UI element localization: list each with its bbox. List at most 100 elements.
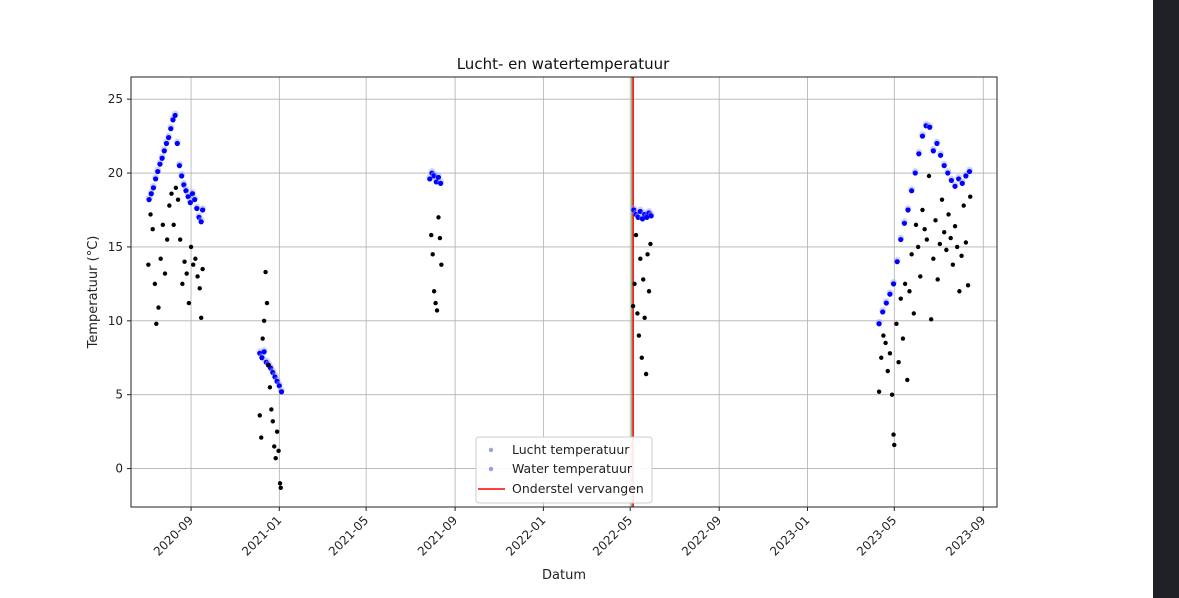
water-point (901, 220, 907, 226)
air-point (429, 232, 434, 238)
water-point (155, 168, 161, 175)
water-point (948, 177, 955, 184)
water-point (963, 173, 969, 179)
water-point (952, 183, 958, 189)
air-point (641, 277, 646, 282)
legend-marker-water (488, 466, 494, 472)
air-point (948, 235, 953, 241)
water-point (276, 383, 282, 389)
water-point (435, 174, 442, 181)
air-point (926, 173, 932, 179)
air-point (915, 244, 921, 250)
water-point (168, 126, 174, 132)
air-point (193, 256, 198, 261)
x-tick-label: 2021-09 (415, 513, 460, 558)
y-tick-label: 25 (108, 92, 123, 106)
air-point (961, 203, 966, 208)
air-point (955, 244, 960, 250)
air-point (156, 305, 161, 310)
water-point (905, 207, 911, 213)
data-points (145, 110, 973, 490)
legend-label-onderstel: Onderstel vervangen (512, 481, 644, 496)
air-point (437, 235, 443, 241)
air-point (941, 229, 947, 235)
water-point (198, 219, 204, 225)
x-tick-label: 2023-05 (854, 513, 899, 558)
air-point (965, 283, 971, 288)
water-point (631, 207, 637, 213)
air-point (264, 300, 270, 306)
air-point (913, 222, 919, 227)
air-point (950, 262, 956, 267)
air-point (907, 289, 912, 294)
water-point (192, 197, 198, 203)
chart-title: Lucht- en watertemperatuur (457, 55, 670, 73)
air-point (175, 197, 181, 202)
water-point (166, 134, 172, 141)
air-point (968, 194, 973, 199)
water-point (876, 321, 882, 327)
air-point (931, 256, 936, 261)
x-tick-label: 2021-01 (239, 513, 284, 558)
air-point (630, 303, 636, 309)
air-point (952, 224, 958, 229)
air-point (266, 362, 271, 368)
air-point (911, 311, 917, 316)
air-point (924, 237, 930, 242)
air-point (160, 222, 166, 227)
water-point (150, 185, 157, 191)
water-point (259, 355, 265, 361)
air-point (892, 442, 897, 448)
x-tick-label: 2022-09 (679, 513, 724, 558)
air-point (191, 262, 196, 267)
air-point (261, 318, 267, 324)
water-point (194, 205, 200, 212)
x-tick-label: 2020-09 (151, 513, 196, 558)
water-point (272, 374, 278, 380)
air-point (648, 241, 653, 247)
air-point (439, 262, 444, 267)
air-point (963, 240, 969, 245)
water-point (261, 349, 267, 355)
air-point (889, 392, 895, 397)
air-point (922, 226, 927, 232)
water-point (183, 188, 189, 194)
water-point (274, 378, 280, 384)
air-point (273, 456, 278, 461)
legend-label-lucht: Lucht temperatuur (512, 442, 630, 457)
air-point (152, 281, 158, 287)
water-point (909, 188, 915, 194)
air-point (177, 237, 183, 242)
water-point (176, 163, 183, 169)
water-point (196, 214, 202, 220)
water-point (927, 124, 933, 130)
legend-marker-lucht (488, 447, 494, 453)
plot-frame (130, 76, 998, 508)
y-tick-label: 0 (115, 462, 123, 476)
air-point (431, 289, 437, 294)
water-point (959, 180, 965, 186)
water-point (189, 191, 196, 197)
water-point (433, 179, 439, 185)
event-lines (631, 77, 634, 507)
x-tick-label: 2023-09 (943, 513, 988, 558)
x-tick-label: 2022-01 (503, 513, 548, 558)
air-point (186, 300, 192, 306)
air-point (150, 226, 155, 232)
air-point (891, 432, 896, 437)
air-point (198, 315, 204, 321)
x-tick-label: 2021-05 (326, 513, 371, 558)
water-point (172, 112, 178, 119)
water-point (146, 197, 152, 203)
air-point (182, 259, 187, 264)
water-point (157, 161, 163, 167)
air-point (269, 407, 274, 412)
air-point (173, 185, 179, 191)
air-point (946, 212, 951, 217)
air-point (277, 481, 283, 486)
air-point (918, 274, 923, 279)
air-point (260, 336, 265, 341)
air-point (433, 300, 438, 306)
air-point (257, 413, 262, 418)
water-point (894, 259, 900, 265)
